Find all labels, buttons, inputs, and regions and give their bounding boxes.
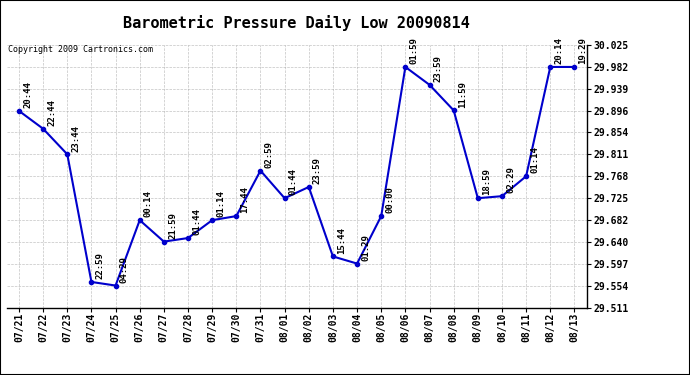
Text: 00:14: 00:14 (144, 190, 153, 217)
Text: 01:44: 01:44 (193, 209, 201, 235)
Text: Barometric Pressure Daily Low 20090814: Barometric Pressure Daily Low 20090814 (124, 15, 470, 31)
Text: 00:00: 00:00 (386, 186, 395, 213)
Text: 23:59: 23:59 (313, 158, 322, 184)
Text: 19:29: 19:29 (579, 37, 588, 64)
Text: 04:29: 04:29 (120, 256, 129, 283)
Text: 01:44: 01:44 (289, 168, 298, 195)
Text: 15:44: 15:44 (337, 227, 346, 254)
Text: 01:14: 01:14 (531, 147, 540, 174)
Text: 01:59: 01:59 (410, 37, 419, 64)
Text: 21:59: 21:59 (168, 212, 177, 239)
Text: 01:14: 01:14 (217, 190, 226, 217)
Text: 22:59: 22:59 (96, 252, 105, 279)
Text: 11:59: 11:59 (458, 81, 467, 108)
Text: 02:59: 02:59 (265, 141, 274, 168)
Text: 20:14: 20:14 (555, 37, 564, 64)
Text: 02:29: 02:29 (506, 166, 515, 194)
Text: 22:44: 22:44 (48, 99, 57, 126)
Text: 17:44: 17:44 (241, 186, 250, 213)
Text: 23:44: 23:44 (72, 124, 81, 152)
Text: 18:59: 18:59 (482, 168, 491, 195)
Text: 23:59: 23:59 (434, 55, 443, 82)
Text: 20:44: 20:44 (23, 81, 32, 108)
Text: Copyright 2009 Cartronics.com: Copyright 2009 Cartronics.com (8, 45, 153, 54)
Text: 01:29: 01:29 (362, 234, 371, 261)
